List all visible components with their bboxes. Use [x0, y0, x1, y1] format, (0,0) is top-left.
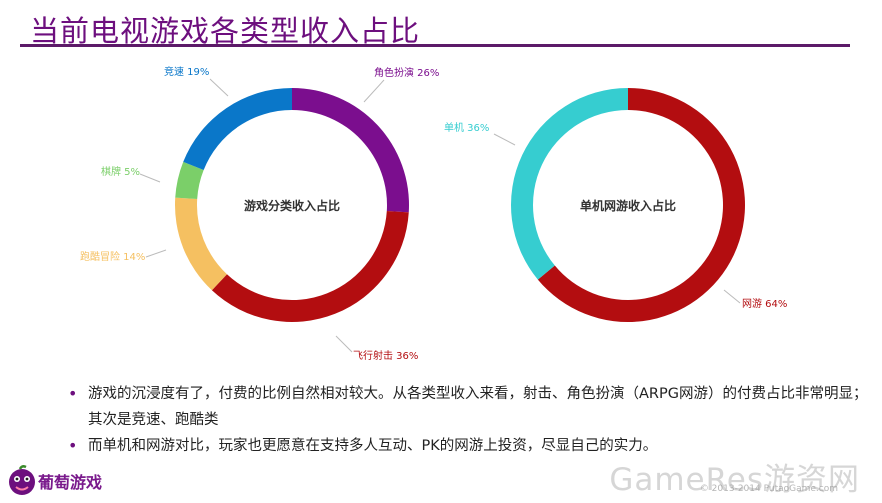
genre-revenue-donut: 角色扮演 26% 飞行射击 36% 跑酷冒险 14% 棋牌 5% 竞速 19% 游戏分类收…	[80, 65, 439, 362]
slice-leader-line	[493, 133, 516, 146]
slice-data-label: 网游 64%	[742, 297, 787, 310]
donut-slice	[211, 210, 409, 323]
bullet-item: 游戏的沉浸度有了，付费的比例自然相对较大。从各类型收入来看，射击、角色扮演（AR…	[66, 381, 876, 433]
single-vs-online-donut: 网游 64% 单机 36% 单机网游收入占比	[444, 88, 787, 322]
slice-leader-line	[363, 79, 385, 103]
donut-slice	[292, 88, 409, 213]
putao-logo: 葡萄游戏	[9, 465, 102, 495]
page-title: 当前电视游戏各类型收入占比	[30, 14, 421, 48]
donut-slice	[175, 161, 204, 200]
donut-charts: 角色扮演 26% 飞行射击 36% 跑酷冒险 14% 棋牌 5% 竞速 19% 游戏分类收…	[80, 65, 787, 362]
gameres-watermark: GameRes游资网	[609, 462, 860, 498]
slice-data-label: 竞速 19%	[164, 65, 209, 78]
donut-slice	[511, 88, 628, 280]
slice-data-label: 跑酷冒险 14%	[80, 250, 145, 263]
donut-center-label: 单机网游收入占比	[580, 198, 676, 213]
slice-data-label: 单机 36%	[444, 121, 489, 134]
slice-data-label: 角色扮演 26%	[374, 66, 439, 79]
donut-slice	[537, 88, 745, 322]
slice-leader-line	[145, 249, 167, 258]
slice-data-label: 棋牌 5%	[101, 165, 140, 178]
slice-leader-line	[139, 173, 161, 183]
slice-leader-line	[723, 289, 741, 304]
watermark-copyright: © 2013-2014 PutaoGame.com	[699, 484, 838, 494]
slice-leader-line	[335, 335, 353, 353]
title-underline	[20, 44, 850, 47]
donut-slice	[183, 87, 292, 171]
slice-data-label: 飞行射击 36%	[353, 349, 418, 362]
bullet-item: 而单机和网游对比，玩家也更愿意在支持多人互动、PK的网游上投资，尽显自己的实力。	[66, 433, 876, 459]
donut-center-label: 游戏分类收入占比	[244, 198, 340, 213]
slice-leader-line	[209, 78, 229, 97]
bullet-list: 游戏的沉浸度有了，付费的比例自然相对较大。从各类型收入来看，射击、角色扮演（AR…	[66, 381, 876, 459]
donut-slice	[175, 197, 227, 291]
svg-text:葡萄游戏: 葡萄游戏	[37, 473, 102, 492]
